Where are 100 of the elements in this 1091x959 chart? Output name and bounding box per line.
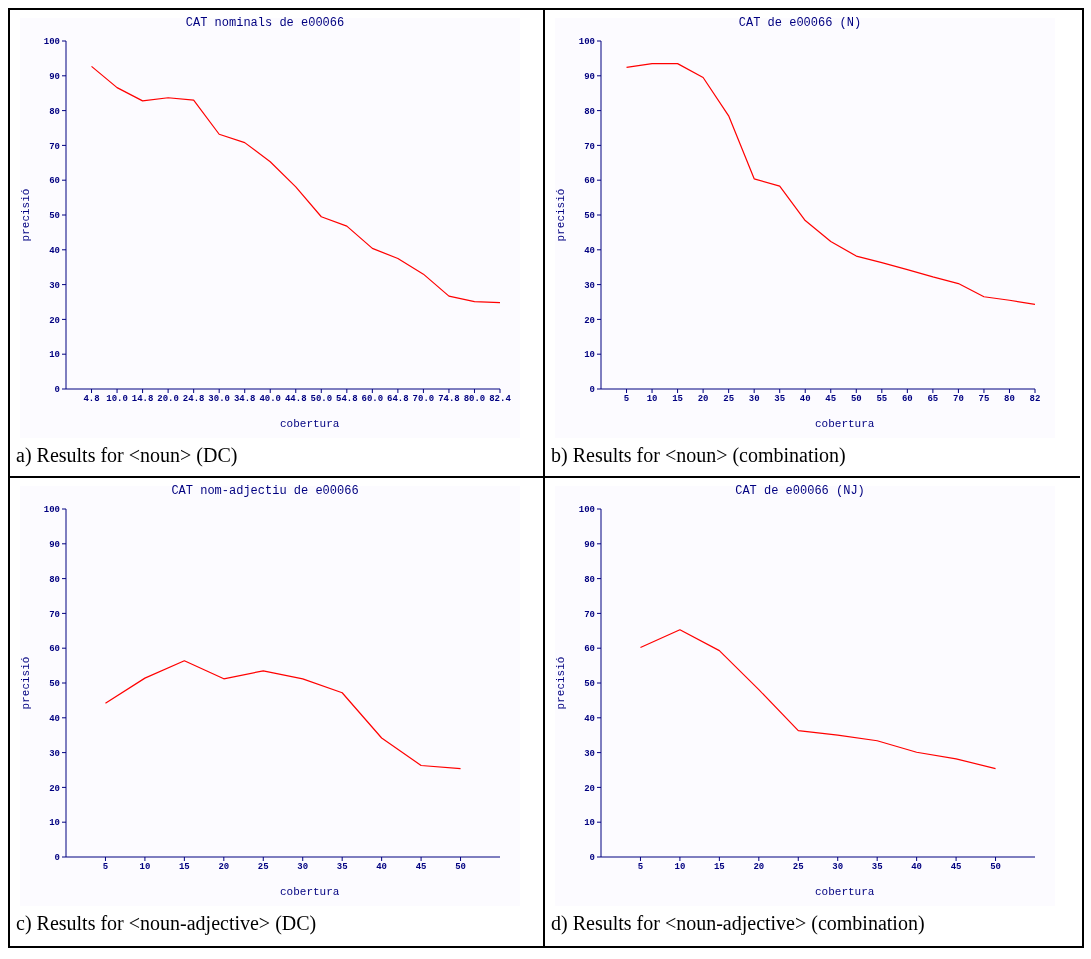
y-tick-label: 20: [584, 315, 595, 326]
y-axis-title: precisió: [20, 188, 32, 242]
x-tick-label: 10.0: [106, 394, 128, 405]
y-axis-title: precisió: [555, 656, 567, 710]
x-tick-label: 24.8: [182, 394, 205, 405]
x-tick-label: 45: [950, 862, 962, 873]
x-axis-title: cobertura: [815, 418, 875, 430]
y-tick-label: 20: [49, 315, 60, 326]
y-tick-label: 100: [578, 505, 595, 516]
y-tick-label: 70: [49, 609, 60, 620]
y-tick-label: 0: [589, 385, 595, 396]
x-tick-label: 10: [139, 862, 151, 873]
y-tick-label: 90: [584, 71, 595, 82]
x-tick-label: 40.0: [259, 394, 282, 405]
text: c) Results for <noun-adjective> (DC): [16, 912, 317, 935]
x-tick-label: 20: [697, 394, 709, 405]
y-tick-label: 50: [49, 679, 60, 690]
x-tick-label: 20: [753, 862, 765, 873]
x-tick-label: 15: [672, 394, 683, 405]
y-tick-label: 80: [49, 574, 60, 585]
x-tick-label: 25: [723, 394, 735, 405]
x-tick-label: 5: [623, 394, 630, 405]
x-tick-label: 50.0: [310, 394, 333, 405]
y-tick-label: 40: [49, 246, 60, 256]
x-tick-label: 20: [218, 862, 230, 873]
x-tick-label: 50: [455, 862, 466, 873]
x-tick-label: 40: [911, 862, 923, 873]
y-tick-label: 30: [584, 748, 595, 759]
x-tick-label: 55: [876, 394, 888, 405]
y-tick-label: 60: [49, 176, 60, 187]
x-tick-label: 45: [825, 394, 837, 405]
y-tick-label: 80: [584, 106, 595, 117]
chart-title: CAT de e00066 (NJ): [734, 484, 866, 498]
chart-title: CAT nom-adjectiu de e00066: [170, 484, 360, 498]
x-tick-label: 34.8: [233, 394, 256, 405]
y-tick-label: 40: [584, 713, 595, 724]
x-axis-title: cobertura: [280, 886, 340, 898]
y-axis-title: precisió: [555, 188, 567, 242]
y-tick-label: 70: [584, 141, 595, 152]
x-tick-label: 82.4: [489, 394, 512, 405]
y-tick-label: 60: [49, 644, 60, 655]
y-tick-label: 0: [54, 385, 60, 396]
y-tick-label: 100: [43, 505, 60, 516]
x-tick-label: 35: [774, 394, 786, 405]
text: d) Results for <noun-adjective> (combination): [551, 912, 925, 935]
x-tick-label: 45: [415, 862, 427, 873]
y-tick-label: 80: [49, 106, 60, 117]
y-tick-label: 10: [584, 350, 595, 361]
x-tick-label: 70: [953, 394, 964, 405]
y-tick-label: 10: [584, 818, 595, 829]
y-tick-label: 10: [49, 350, 60, 361]
y-tick-label: 50: [584, 211, 595, 222]
x-tick-label: 14.8: [131, 394, 154, 405]
x-tick-label: 64.8: [387, 394, 409, 405]
y-tick-label: 90: [49, 71, 60, 82]
x-tick-label: 65: [927, 394, 939, 405]
x-tick-label: 25: [257, 862, 269, 873]
y-tick-label: 0: [589, 853, 595, 864]
y-axis-title: precisió: [20, 656, 32, 710]
y-tick-label: 90: [584, 539, 595, 550]
x-tick-label: 30: [832, 862, 844, 873]
x-tick-label: 60: [901, 394, 913, 405]
x-tick-label: 60.0: [361, 394, 384, 405]
y-tick-label: 70: [584, 609, 595, 620]
x-tick-label: 74.8: [438, 394, 460, 405]
y-tick-label: 50: [49, 211, 60, 222]
y-tick-label: 20: [49, 783, 60, 794]
text: b) Results for <noun> (combination): [551, 444, 846, 467]
x-tick-label: 40: [799, 394, 811, 405]
y-tick-label: 60: [584, 644, 595, 655]
y-tick-label: 30: [584, 280, 595, 291]
x-tick-label: 4.8: [83, 394, 100, 405]
x-tick-label: 20.0: [157, 394, 179, 405]
x-tick-label: 80.0: [463, 394, 486, 405]
y-tick-label: 40: [49, 713, 60, 724]
x-tick-label: 30: [748, 394, 760, 405]
y-tick-label: 100: [43, 37, 60, 48]
y-tick-label: 70: [49, 141, 60, 152]
x-axis-title: cobertura: [280, 418, 340, 430]
x-tick-label: 54.8: [336, 394, 358, 405]
x-tick-label: 75: [978, 394, 990, 405]
x-tick-label: 80: [1004, 394, 1015, 405]
x-tick-label: 15: [178, 862, 190, 873]
chart-title: CAT nominals de e00066: [184, 16, 346, 30]
x-tick-label: 30: [297, 862, 309, 873]
x-tick-label: 35: [871, 862, 883, 873]
y-tick-label: 10: [49, 818, 60, 829]
y-tick-label: 0: [54, 853, 60, 864]
x-tick-label: 70.0: [412, 394, 435, 405]
x-tick-label: 50: [850, 394, 862, 405]
x-tick-label: 44.8: [284, 394, 307, 405]
x-tick-label: 5: [637, 862, 644, 873]
y-tick-label: 40: [584, 246, 595, 256]
y-tick-label: 80: [584, 574, 595, 585]
x-tick-label: 5: [102, 862, 109, 873]
y-tick-label: 20: [584, 783, 595, 794]
x-tick-label: 10: [646, 394, 658, 405]
x-tick-label: 25: [792, 862, 804, 873]
y-tick-label: 30: [49, 748, 60, 759]
x-tick-label: 40: [376, 862, 388, 873]
